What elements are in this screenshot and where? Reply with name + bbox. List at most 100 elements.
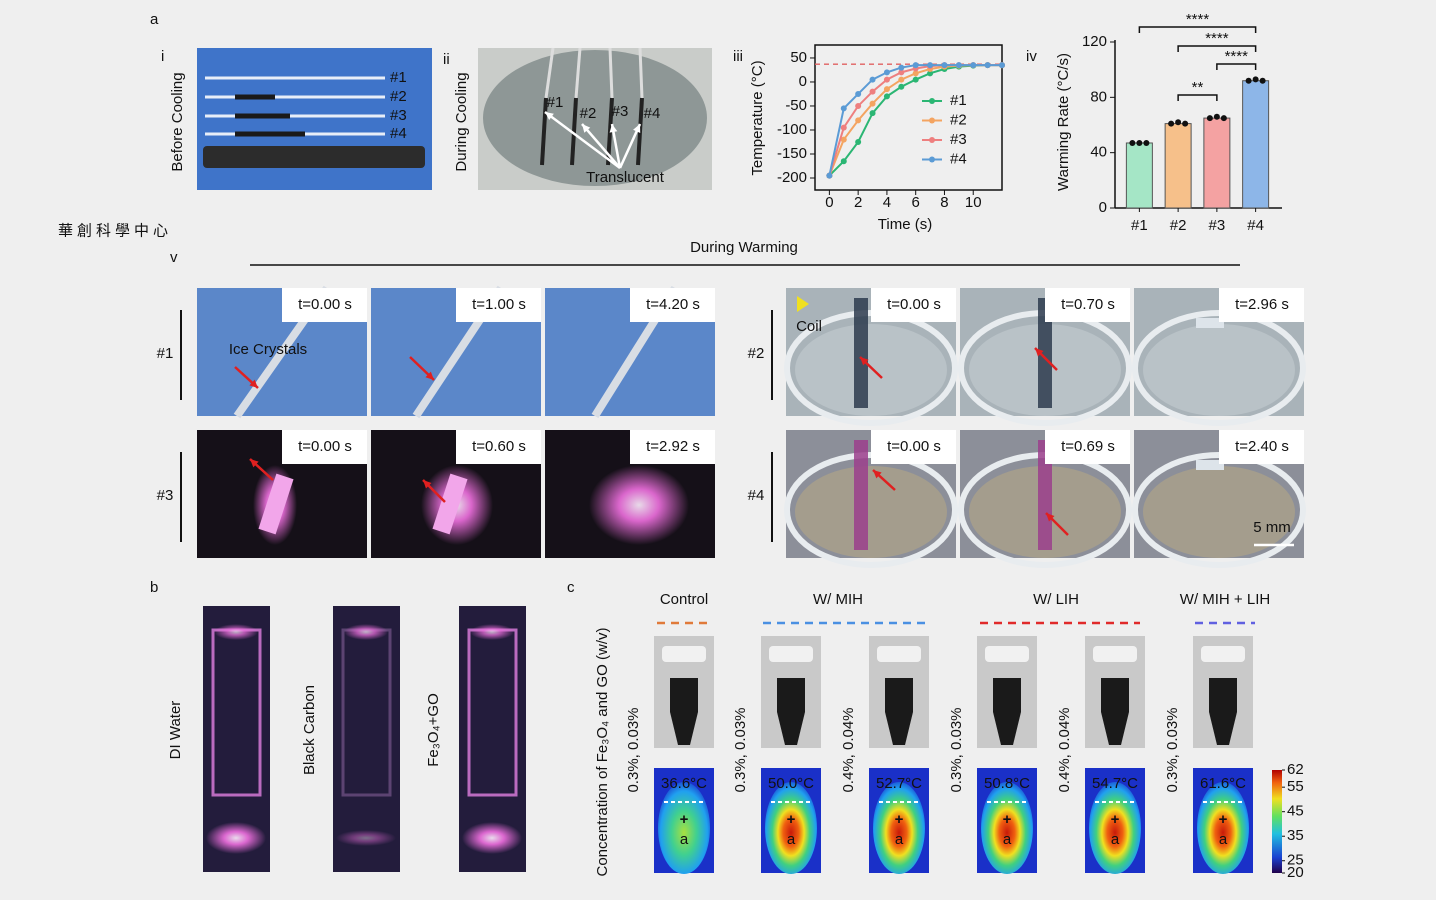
significance-label: **** [1225,48,1249,65]
conc-label: 0.3%, 0.03% [1164,707,1181,792]
rod-tag: #1 [390,69,407,86]
rod [608,47,614,99]
tube [777,678,805,745]
thermal-spot [873,782,925,874]
sample-label: Fe₃O₄+GO [425,693,442,767]
y-tick-label: -200 [777,169,807,186]
tube [854,440,868,550]
x-tick-label: #3 [1209,217,1226,234]
time-box [871,430,956,464]
glow [336,830,396,846]
panel-label: b [150,579,158,596]
temp-label: 36.6°C [661,775,707,792]
arrow-head [423,480,432,489]
temp-label: 54.7°C [1092,775,1138,792]
legend-label: #3 [950,131,967,148]
rod-frozen [570,97,578,166]
arrow-shaft [544,110,621,170]
time-box [282,430,367,464]
rod-tag: #2 [580,105,597,122]
x-tick-label: #4 [1247,217,1264,234]
rod [544,47,555,99]
time-box [630,430,715,464]
x-tick-label: #1 [1131,217,1148,234]
arrow-head [609,124,618,133]
replicate-dot [1252,76,1259,83]
group-label: #3 [157,487,174,504]
time-label: t=2.96 s [1235,296,1289,313]
thermal-marker: + [895,811,904,828]
tube [1038,440,1052,550]
tube [432,473,468,535]
y-tick-label: -50 [785,97,807,114]
thermal-marker: + [1111,811,1120,828]
series-marker [840,124,847,131]
series-marker [898,76,905,83]
scale-label: 5 mm [1253,519,1291,536]
series-marker [826,172,833,179]
series-marker [883,86,890,93]
series-marker [855,138,862,145]
thermal-marker: a [1003,831,1012,848]
x-tick-label: 0 [825,194,833,211]
replicate-dot [1206,115,1213,122]
thermal-spot [658,782,710,874]
ruler [203,146,425,168]
replicate-dot [1175,119,1182,126]
significance-label: **** [1205,30,1229,47]
x-tick-label: 4 [883,194,891,211]
cap [877,646,921,662]
colorbar-tick-label: 25 [1287,852,1304,869]
bar [1242,80,1270,209]
arrow-head [860,357,869,366]
y-tick-label: 120 [1082,33,1107,50]
series-marker [840,105,847,112]
arrow-head [873,470,882,479]
replicate-dot [1245,77,1252,84]
y-tick-label: 0 [1099,199,1107,216]
time-label: t=0.69 s [1061,438,1115,455]
x-tick-label: 8 [940,194,948,211]
series-marker [955,62,962,69]
arrow-head [633,124,641,133]
arrow-head [425,371,434,380]
glow [589,465,689,545]
side-label: During Cooling [453,72,470,171]
colorbar-tick-label: 62 [1287,761,1304,778]
series-marker [840,158,847,165]
colorbar [1272,770,1282,873]
significance-bracket [1138,26,1257,33]
temp-label: 52.7°C [876,775,922,792]
thermal-marker: a [1219,831,1228,848]
arrow-head [250,459,259,468]
sample-label: DI Water [167,701,184,760]
x-tick-label: #2 [1170,217,1187,234]
glow [206,822,266,854]
bar [1203,117,1231,209]
glow [462,822,522,854]
dish [483,50,707,186]
series-marker [970,62,977,69]
tube [854,298,868,408]
series-marker [912,70,919,77]
time-label: t=0.00 s [298,296,352,313]
series-marker [883,76,890,83]
y-tick-label: 0 [799,73,807,90]
temp-label: 50.0°C [768,775,814,792]
series-marker [869,76,876,83]
annotation: Translucent [586,169,665,186]
conc-label: 0.4%, 0.04% [1056,707,1073,792]
series-marker [855,117,862,124]
x-tick-label: 10 [965,194,982,211]
tube [670,678,698,745]
y-tick-label: 50 [790,49,807,66]
legend-marker [929,156,935,163]
dish [795,324,947,416]
time-box [871,288,956,322]
rod-tag: #4 [390,125,407,142]
arrow-shaft [581,123,621,169]
y-axis-label: Temperature (°C) [749,60,766,175]
sub-label: iv [1026,48,1037,65]
significance-bracket [1177,45,1257,52]
